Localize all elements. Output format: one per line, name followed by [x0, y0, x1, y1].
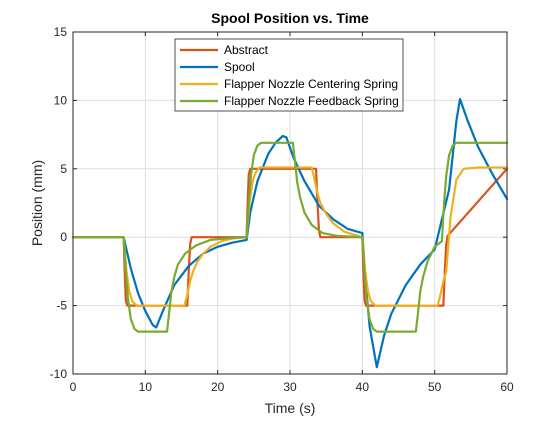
legend-label-1: Spool [224, 60, 255, 74]
x-tick-label: 20 [211, 380, 225, 394]
legend-label-0: Abstract [224, 43, 269, 57]
x-tick-label: 30 [283, 380, 297, 394]
x-axis-label: Time (s) [265, 400, 316, 416]
y-tick-label: 0 [60, 230, 67, 244]
y-tick-label: -10 [50, 367, 68, 381]
x-tick-label: 60 [500, 380, 514, 394]
x-tick-label: 50 [428, 380, 442, 394]
x-tick-label: 0 [70, 380, 77, 394]
y-axis-label: Position (mm) [29, 160, 45, 246]
legend-label-2: Flapper Nozzle Centering Spring [224, 77, 398, 91]
series-line-3 [71, 141, 509, 333]
legend: Abstract Spool Flapper Nozzle Centering Sp… [174, 38, 404, 112]
y-tick-label: 10 [54, 93, 68, 107]
legend-label-3: Flapper Nozzle Feedback Spring [224, 94, 399, 108]
series-line-2 [71, 166, 509, 307]
x-tick-label: 40 [356, 380, 370, 394]
chart-title: Spool Position vs. Time [211, 10, 369, 26]
y-tick-label: -5 [56, 299, 67, 313]
series-lines [71, 97, 509, 369]
x-axis-ticks: 0 10 20 30 40 50 60 [70, 32, 514, 394]
y-tick-label: 15 [54, 25, 68, 39]
y-tick-label: 5 [60, 162, 67, 176]
plot-frame [72, 31, 508, 375]
y-axis-ticks: -10 -5 0 5 10 15 [50, 25, 507, 381]
x-tick-label: 10 [139, 380, 153, 394]
